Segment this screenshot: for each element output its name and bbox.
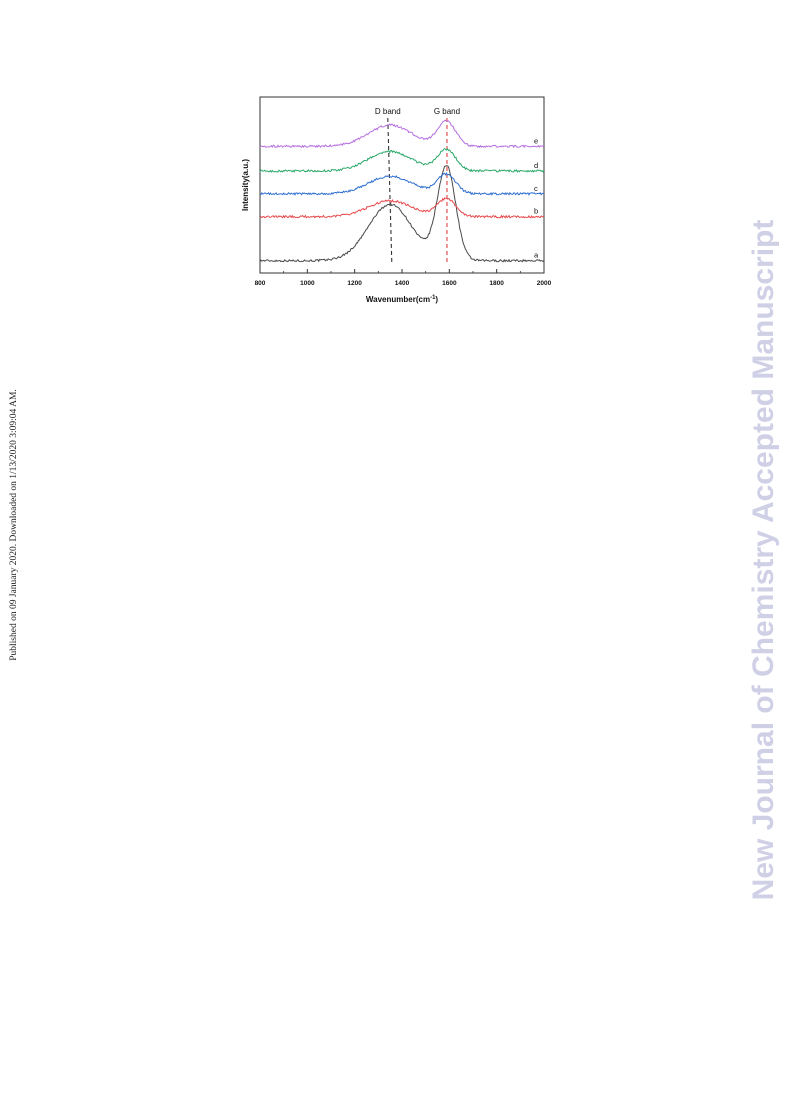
curve-label-e: e bbox=[534, 136, 538, 145]
journal-watermark: New Journal of Chemistry Accepted Manusc… bbox=[747, 220, 780, 901]
x-axis-label-close: ) bbox=[435, 295, 438, 304]
y-axis-label: Intensity(a.u.) bbox=[241, 159, 250, 211]
x-tick-label: 800 bbox=[255, 280, 266, 287]
published-text: Published on 09 January 2020. Downloaded… bbox=[9, 389, 19, 661]
x-tick-label: 1600 bbox=[442, 280, 457, 287]
series-line-a bbox=[259, 165, 545, 263]
x-axis-ticks: 800 1000 1200 1400 1600 1800 2000 bbox=[255, 269, 552, 287]
watermark-text: New Journal of Chemistry Accepted Manusc… bbox=[747, 220, 780, 901]
plot-frame bbox=[259, 96, 545, 274]
band-label: G band bbox=[434, 107, 460, 116]
series-line-c bbox=[259, 172, 545, 196]
raman-spectra-chart: 800 1000 1200 1400 1600 1800 2000 D band G band… bbox=[241, 96, 552, 304]
band-marker-line bbox=[387, 117, 393, 264]
curve-label-d: d bbox=[534, 161, 538, 170]
x-tick-label: 1400 bbox=[395, 280, 410, 287]
x-axis-label-main: Wavenumber(cm bbox=[366, 295, 430, 304]
band-markers: D band G band bbox=[375, 107, 460, 264]
x-tick-label: 1000 bbox=[300, 280, 315, 287]
x-tick-label: 2000 bbox=[537, 280, 552, 287]
series-line-b bbox=[259, 197, 545, 219]
x-axis-label-sup: -1 bbox=[430, 295, 436, 301]
series-lines bbox=[259, 119, 545, 263]
curve-label-b: b bbox=[534, 207, 538, 216]
x-tick-label: 1200 bbox=[347, 280, 362, 287]
publication-note: Published on 09 January 2020. Downloaded… bbox=[9, 389, 19, 661]
series-line-d bbox=[259, 147, 545, 173]
x-axis-label: Wavenumber(cm-1) bbox=[366, 295, 439, 304]
curve-labels: a b c d e bbox=[534, 136, 539, 259]
curve-label-a: a bbox=[534, 251, 539, 260]
x-tick-label: 1800 bbox=[489, 280, 504, 287]
band-label: D band bbox=[375, 107, 401, 116]
series-line-e bbox=[259, 119, 545, 149]
curve-label-c: c bbox=[534, 184, 538, 193]
